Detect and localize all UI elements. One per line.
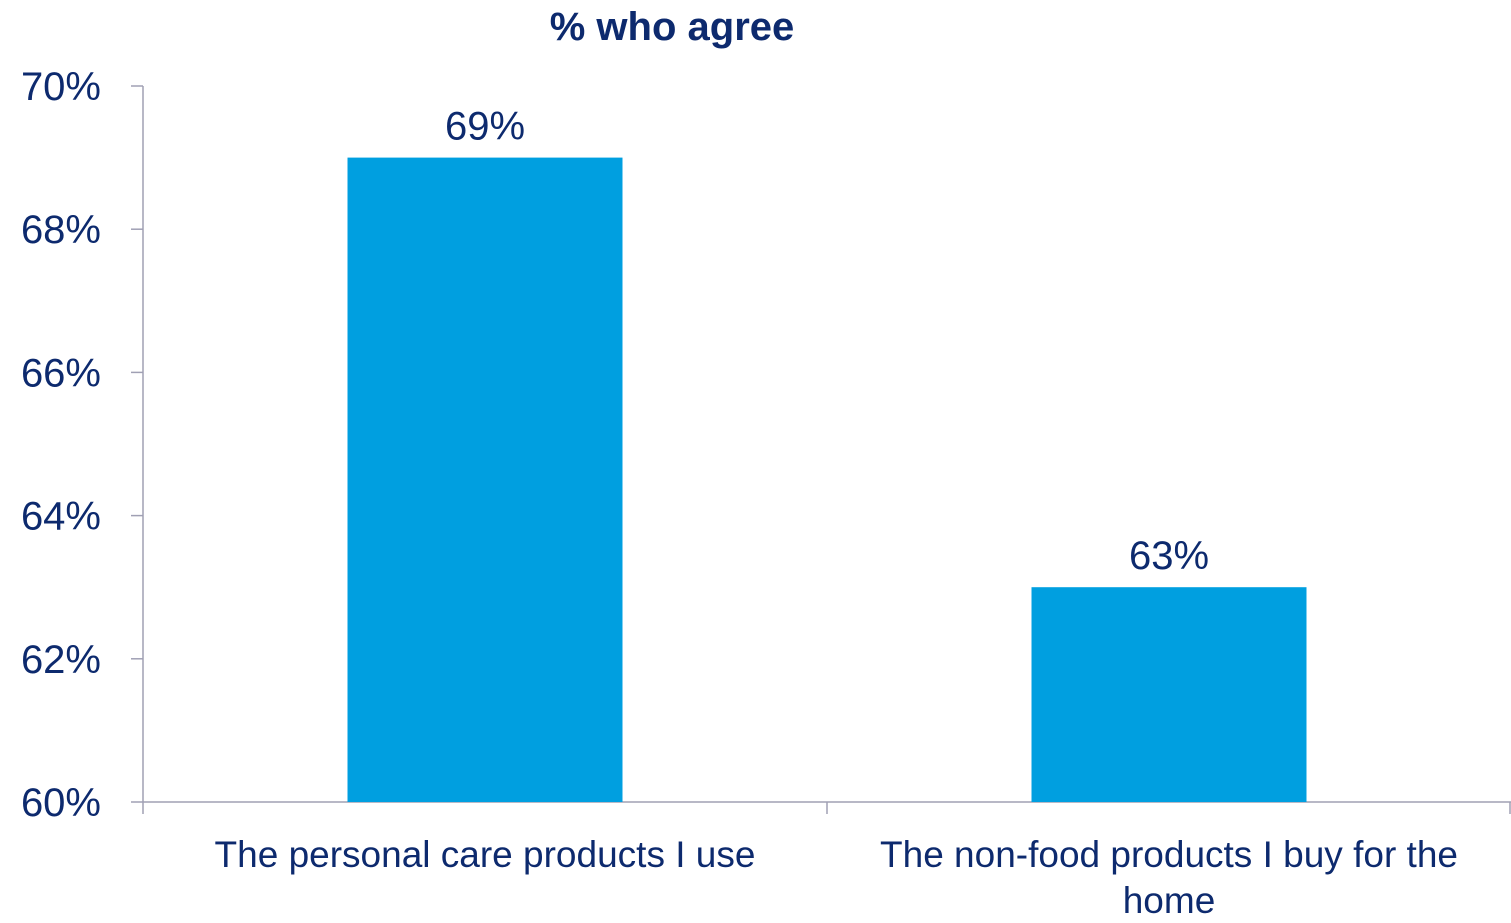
y-tick-label: 60%	[21, 781, 101, 825]
chart-title: % who agree	[550, 5, 795, 49]
data-label: 63%	[1129, 534, 1209, 578]
bars	[347, 157, 1307, 803]
x-axis	[143, 801, 1511, 814]
category-labels: The personal care products I use The non-…	[215, 834, 1458, 921]
y-tick-label: 70%	[21, 65, 101, 109]
category-label: The personal care products I use	[215, 834, 756, 875]
data-labels: 69% 63%	[445, 105, 1209, 579]
data-label: 69%	[445, 105, 525, 149]
category-label-line: The non-food products I buy for the	[880, 834, 1458, 875]
y-tick-label: 62%	[21, 638, 101, 682]
category-label-line: The personal care products I use	[215, 834, 756, 875]
category-label-line: home	[1123, 880, 1216, 921]
y-axis: 60% 62% 64% 66% 68% 70%	[21, 65, 144, 825]
category-label: The non-food products I buy for the home	[880, 834, 1458, 921]
y-tick-label: 64%	[21, 495, 101, 539]
y-tick-label: 68%	[21, 208, 101, 252]
y-tick-label: 66%	[21, 351, 101, 395]
bar	[347, 157, 623, 803]
bar	[1031, 587, 1307, 802]
